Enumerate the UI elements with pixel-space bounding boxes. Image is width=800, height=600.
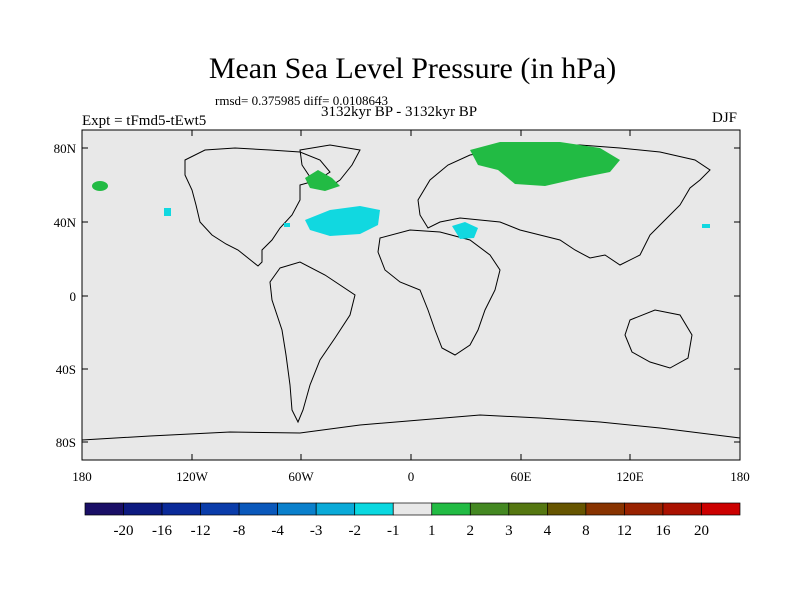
lat-label: 40N — [54, 215, 77, 230]
anomaly-mediterranean-negative — [452, 222, 478, 239]
colorbar-label: -8 — [233, 523, 246, 539]
lon-label: 120E — [616, 469, 644, 484]
period-label: 3132kyr BP - 3132kyr BP — [321, 104, 478, 120]
colorbar-label: 12 — [617, 523, 632, 539]
colorbar-swatch — [701, 502, 741, 516]
coast-antarctica — [81, 414, 741, 441]
map-background — [82, 130, 740, 460]
stats-line: rmsd= 0.375985 diff= 0.0108643 — [215, 93, 388, 108]
colorbar-swatch — [277, 502, 317, 516]
colorbar-swatch — [392, 502, 433, 516]
lat-label: 40S — [56, 362, 76, 377]
lat-label: 80S — [56, 435, 76, 450]
colorbar-label: -16 — [152, 523, 172, 539]
lat-axis — [82, 147, 740, 443]
colorbar-swatch — [200, 502, 240, 516]
coast-greenland — [299, 144, 361, 191]
anomaly-siberia-positive — [470, 142, 620, 186]
colorbar-swatch — [624, 502, 664, 516]
anomaly-atlantic-negative — [305, 206, 380, 236]
colorbar-swatch — [585, 502, 625, 516]
colorbar-label: -20 — [114, 523, 134, 539]
colorbar-label: -3 — [310, 523, 323, 539]
experiment-label: Expt = tFmd5-tEwt5 — [82, 113, 207, 129]
colorbar-swatch — [508, 502, 548, 516]
colorbar-label: -4 — [271, 523, 284, 539]
colorbar-label: 16 — [655, 523, 671, 539]
colorbar-swatch — [662, 502, 702, 516]
anomaly-greenland-positive — [305, 170, 340, 191]
lat-label: 0 — [70, 289, 77, 304]
colorbar — [84, 502, 741, 516]
lon-label: 0 — [408, 469, 415, 484]
coast-africa — [377, 229, 501, 356]
anomaly-alaska-positive — [92, 181, 108, 191]
anomaly-pacific-negative — [164, 208, 171, 216]
colorbar-label: 1 — [428, 523, 436, 539]
colorbar-swatch — [431, 502, 471, 516]
colorbar-swatch — [238, 502, 278, 516]
colorbar-label: 20 — [694, 523, 709, 539]
lon-label: 180 — [72, 469, 92, 484]
lon-axis — [191, 130, 631, 460]
lon-label: 120W — [176, 469, 209, 484]
colorbar-label: 4 — [544, 523, 552, 539]
colorbar-label: -1 — [387, 523, 400, 539]
colorbar-swatch — [315, 502, 356, 516]
season-label: DJF — [712, 110, 738, 126]
colorbar-label: 2 — [467, 523, 475, 539]
lon-label: 180 — [730, 469, 750, 484]
lon-label: 60W — [288, 469, 314, 484]
anomaly-west-pacific-negative — [702, 224, 710, 228]
coast-australia — [624, 309, 693, 369]
colorbar-swatch — [84, 502, 124, 516]
colorbar-label: 3 — [505, 523, 513, 539]
anomaly-shading — [92, 142, 710, 239]
colorbar-swatch — [469, 502, 510, 516]
anomaly-atlantic-small — [284, 223, 290, 227]
colorbar-swatch — [161, 502, 201, 516]
lat-label: 80N — [54, 141, 77, 156]
map-title: Mean Sea Level Pressure (in hPa) — [208, 52, 617, 85]
lon-label: 60E — [511, 469, 532, 484]
colorbar-label: -2 — [348, 523, 361, 539]
colorbar-label: -12 — [191, 523, 211, 539]
colorbar-label: 8 — [582, 523, 590, 539]
colorbar-swatch — [354, 502, 394, 516]
colorbar-swatch — [547, 502, 587, 516]
colorbar-labels: -20 -16 -12 -8 -4 -3 -2 -1 1 2 3 4 8 12 16 20 — [114, 523, 709, 539]
colorbar-swatch — [123, 502, 163, 516]
coast-south-america — [269, 261, 356, 424]
